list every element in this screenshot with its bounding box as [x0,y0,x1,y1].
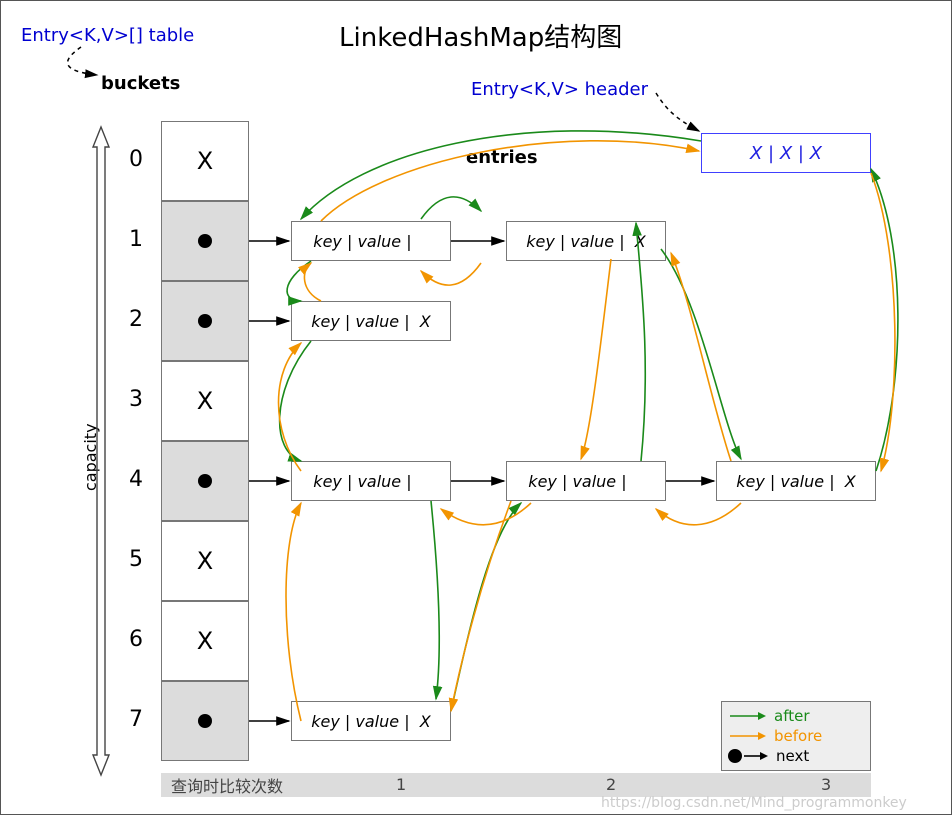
after-arrows [280,131,898,711]
before-arrows [279,141,895,721]
legend-box: after before next [721,701,871,771]
arrows-layer [1,1,952,816]
footer-col-1: 1 [396,775,406,794]
legend-after-label: after [774,707,810,725]
footer-col-2: 2 [606,775,616,794]
watermark-text: https://blog.csdn.net/Mind_programmonkey [601,795,907,811]
legend-next-label: next [776,747,809,765]
legend-row-after: after [728,706,864,726]
legend-before-label: before [774,727,822,745]
footer-label: 查询时比较次数 [171,777,283,796]
legend-row-next: next [728,746,864,766]
footer-bar: 查询时比较次数 [161,773,871,797]
footer-col-3: 3 [821,775,831,794]
legend-row-before: before [728,726,864,746]
next-arrows [249,241,714,721]
dot-icon [728,749,742,763]
diagram-frame: LinkedHashMap结构图 Entry<K,V>[] table buck… [0,0,952,815]
